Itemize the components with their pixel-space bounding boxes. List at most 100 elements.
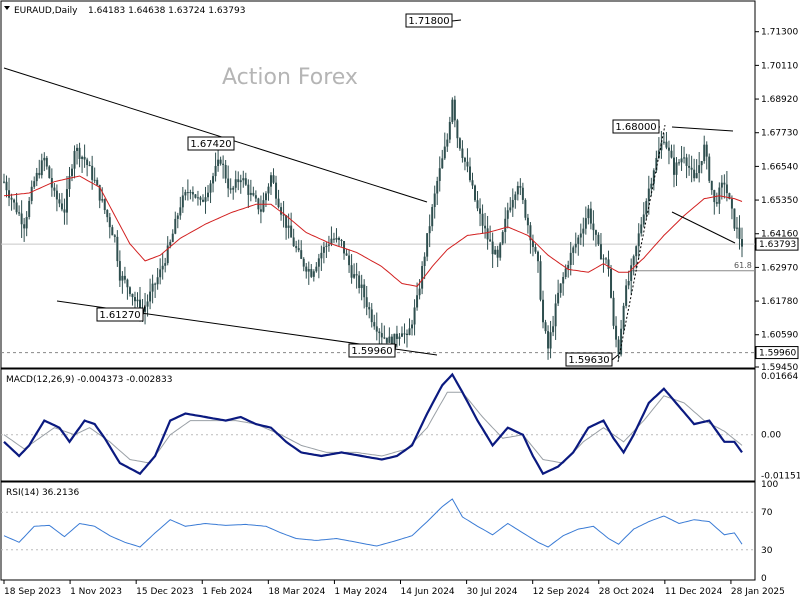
candle-body bbox=[189, 192, 192, 194]
candle-body bbox=[577, 237, 580, 244]
x-tick-label: 30 Jul 2024 bbox=[467, 587, 518, 597]
candle-body bbox=[547, 331, 550, 349]
candle-body bbox=[272, 175, 275, 183]
rsi-tick-label: 30 bbox=[761, 546, 773, 556]
support-price-tag-label: 1.59960 bbox=[759, 349, 796, 359]
candle-body bbox=[292, 237, 295, 247]
candle-body bbox=[574, 243, 577, 248]
candle-body bbox=[244, 178, 247, 185]
candle-body bbox=[93, 179, 96, 181]
wedge-upper-line bbox=[671, 126, 734, 132]
candle-body bbox=[320, 252, 323, 259]
price-tick-label: 1.70110 bbox=[761, 61, 798, 71]
price-tick-label: 1.62970 bbox=[761, 263, 798, 273]
candle-body bbox=[227, 178, 230, 189]
candle-body bbox=[587, 208, 590, 219]
candle-body bbox=[229, 188, 232, 190]
candle-body bbox=[290, 225, 293, 238]
x-tick-label: 18 Mar 2024 bbox=[268, 587, 325, 597]
macd-tick-label: -0.01151 bbox=[761, 471, 800, 481]
candle-body bbox=[370, 309, 373, 323]
candle-body bbox=[60, 203, 63, 210]
candle-body bbox=[416, 295, 419, 308]
candle-body bbox=[91, 165, 94, 180]
candle-body bbox=[426, 233, 429, 257]
dropdown-arrow-icon[interactable] bbox=[4, 6, 10, 10]
candle-body bbox=[217, 159, 220, 166]
candle-body bbox=[96, 179, 99, 186]
candle-body bbox=[68, 176, 71, 190]
candle-body bbox=[184, 192, 187, 196]
candle-body bbox=[536, 251, 539, 262]
candle-body bbox=[360, 284, 363, 289]
candle-body bbox=[421, 266, 424, 289]
candle-body bbox=[20, 213, 23, 225]
candle-body bbox=[403, 333, 406, 335]
horizontal-guides bbox=[1, 243, 755, 551]
candle-body bbox=[436, 180, 439, 194]
candle-body bbox=[400, 333, 403, 337]
candle-body bbox=[725, 184, 728, 194]
candle-body bbox=[733, 208, 736, 229]
candle-body bbox=[506, 210, 509, 219]
annotation-168000-label: 1.68000 bbox=[615, 122, 656, 133]
candle-body bbox=[544, 322, 547, 332]
candle-body bbox=[602, 258, 605, 260]
candle-body bbox=[131, 293, 134, 298]
candle-body bbox=[622, 305, 625, 329]
candle-body bbox=[166, 245, 169, 264]
candle-body bbox=[45, 157, 48, 167]
candle-body bbox=[471, 180, 474, 186]
candle-body bbox=[259, 209, 262, 212]
candle-body bbox=[693, 169, 696, 179]
x-tick-label: 1 Feb 2024 bbox=[202, 587, 253, 597]
candle-body bbox=[708, 156, 711, 181]
candle-body bbox=[637, 233, 640, 247]
candle-body bbox=[194, 194, 197, 198]
candles-group bbox=[3, 95, 743, 360]
candle-body bbox=[144, 306, 147, 312]
price-tick-label: 1.59450 bbox=[761, 363, 798, 373]
candle-body bbox=[428, 226, 431, 234]
candle-body bbox=[388, 336, 391, 343]
candle-body bbox=[443, 146, 446, 159]
candle-body bbox=[504, 218, 507, 233]
price-tick-label: 1.66540 bbox=[761, 162, 798, 172]
candle-body bbox=[181, 195, 184, 208]
candle-body bbox=[247, 184, 250, 195]
candle-body bbox=[499, 243, 502, 258]
candle-body bbox=[212, 176, 215, 184]
candle-body bbox=[715, 202, 718, 204]
candle-body bbox=[358, 275, 361, 289]
candle-body bbox=[53, 187, 56, 191]
candle-body bbox=[222, 163, 225, 165]
candle-body bbox=[688, 165, 691, 168]
macd-tick-label: 0.00 bbox=[761, 431, 781, 441]
rsi-panel-frame bbox=[0, 481, 756, 581]
candle-body bbox=[380, 333, 383, 338]
candle-body bbox=[171, 233, 174, 242]
x-tick-label: 28 Jan 2025 bbox=[731, 587, 785, 597]
candle-body bbox=[542, 299, 545, 323]
candle-body bbox=[539, 261, 542, 300]
candle-body bbox=[594, 230, 597, 235]
candle-body bbox=[413, 307, 416, 325]
candle-body bbox=[285, 215, 288, 228]
candle-body bbox=[456, 120, 459, 139]
candle-body bbox=[620, 328, 623, 355]
candle-body bbox=[675, 162, 678, 175]
candle-body bbox=[395, 333, 398, 339]
candle-body bbox=[378, 331, 381, 334]
candle-body bbox=[353, 274, 356, 278]
candle-body bbox=[55, 190, 58, 200]
candle-body bbox=[599, 244, 602, 260]
candle-body bbox=[562, 276, 565, 284]
price-tick-label: 1.67730 bbox=[761, 129, 798, 139]
candle-body bbox=[252, 192, 255, 196]
candle-body bbox=[393, 333, 396, 349]
candle-body bbox=[330, 238, 333, 245]
candle-body bbox=[365, 297, 368, 308]
candle-body bbox=[43, 157, 46, 161]
candle-body bbox=[531, 240, 534, 247]
